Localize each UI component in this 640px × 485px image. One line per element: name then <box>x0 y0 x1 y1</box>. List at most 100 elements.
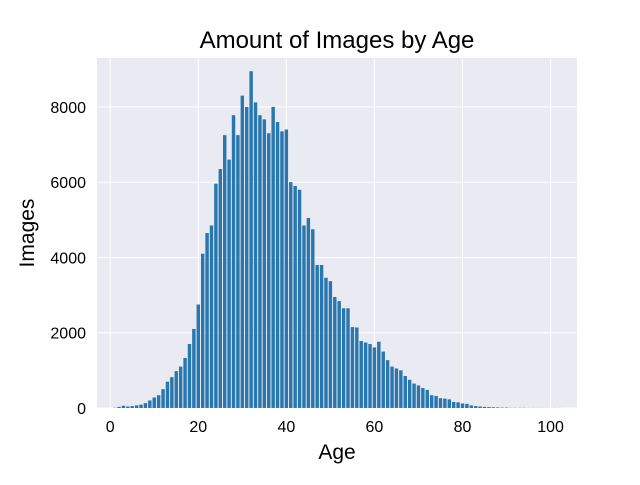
histogram-bar <box>175 371 178 408</box>
histogram-bar <box>223 135 226 408</box>
y-tick-label: 2000 <box>50 326 86 343</box>
histogram-bar <box>333 297 336 408</box>
histogram-bar <box>210 225 213 408</box>
x-tick-label: 100 <box>537 419 564 436</box>
histogram-bar <box>461 403 464 408</box>
histogram-bar <box>201 254 204 408</box>
histogram-bar <box>139 405 142 408</box>
histogram-bar <box>487 407 490 408</box>
histogram-bar <box>117 407 120 408</box>
y-tick-label: 6000 <box>50 175 86 192</box>
histogram-bar <box>478 406 481 408</box>
histogram-bar <box>263 119 266 408</box>
histogram-bar <box>404 376 407 408</box>
histogram-bar <box>315 265 318 408</box>
histogram-bar <box>131 406 134 408</box>
histogram-bar <box>456 402 459 408</box>
histogram-bar <box>386 360 389 408</box>
y-tick-label: 4000 <box>50 250 86 267</box>
histogram-bar <box>241 96 244 408</box>
x-tick-label: 80 <box>454 419 472 436</box>
histogram-bar <box>351 327 354 408</box>
histogram-bar <box>417 385 420 408</box>
histogram-bar <box>430 395 433 408</box>
histogram-bar <box>302 225 305 408</box>
histogram-bar <box>271 107 274 408</box>
histogram-bar <box>236 135 239 408</box>
histogram-bar <box>179 367 182 408</box>
histogram-bar <box>355 327 358 408</box>
histogram-bar <box>474 406 477 408</box>
histogram-bar <box>382 352 385 408</box>
histogram-bar <box>426 390 429 408</box>
histogram-bar <box>267 133 270 408</box>
x-tick-label: 60 <box>366 419 384 436</box>
histogram-bar <box>144 403 147 408</box>
histogram-bar <box>329 281 332 408</box>
histogram-bar <box>280 131 283 408</box>
histogram-bar <box>360 341 363 408</box>
histogram-bar <box>377 342 380 408</box>
histogram-bar <box>368 344 371 408</box>
histogram-bar <box>298 190 301 408</box>
histogram-bar <box>254 102 257 408</box>
histogram-bar <box>227 160 230 408</box>
histogram-bar <box>342 308 345 408</box>
histogram-bar <box>434 396 437 408</box>
histogram-bar <box>483 407 486 408</box>
histogram-bar <box>166 382 169 408</box>
histogram-bar <box>470 405 473 408</box>
histogram-bar <box>439 398 442 408</box>
histogram-bar <box>122 406 125 408</box>
histogram-bar <box>219 169 222 408</box>
histogram-bar <box>492 407 495 408</box>
x-tick-label: 20 <box>189 419 207 436</box>
histogram-bar <box>249 71 252 408</box>
histogram-bar <box>197 305 200 408</box>
histogram-bar <box>232 115 235 408</box>
histogram-bar <box>205 233 208 408</box>
y-axis-label: Images <box>16 199 39 268</box>
histogram-bar <box>148 400 151 408</box>
y-tick-label: 8000 <box>50 100 86 117</box>
histogram-bar <box>452 402 455 408</box>
histogram-bar <box>337 301 340 408</box>
histogram-bar <box>161 389 164 408</box>
x-axis-label: Age <box>318 441 355 464</box>
x-tick-label: 0 <box>106 419 115 436</box>
histogram-bar <box>289 182 292 408</box>
histogram-bar <box>320 265 323 408</box>
plot-background <box>97 58 577 408</box>
histogram-bar <box>373 347 376 408</box>
histogram-bar <box>192 329 195 408</box>
histogram-bar <box>307 218 310 408</box>
histogram-bar <box>285 130 288 408</box>
y-tick-label: 0 <box>77 401 86 418</box>
histogram-bar <box>183 358 186 408</box>
histogram-bar <box>496 407 499 408</box>
histogram-bar <box>153 397 156 408</box>
histogram-bar <box>421 388 424 408</box>
histogram-bar <box>276 122 279 408</box>
histogram-bar <box>245 107 248 408</box>
histogram-bar <box>395 368 398 408</box>
histogram-bar <box>311 229 314 408</box>
histogram-bar <box>324 278 327 408</box>
chart-title: Amount of Images by Age <box>200 27 475 54</box>
histogram-bar <box>399 370 402 408</box>
histogram-bar <box>443 399 446 408</box>
histogram-bar <box>408 380 411 408</box>
histogram-bar <box>390 367 393 408</box>
histogram-bar <box>346 308 349 408</box>
histogram-bar <box>465 404 468 408</box>
histogram-bar <box>188 344 191 408</box>
histogram-bar <box>214 184 217 408</box>
histogram-bar <box>412 384 415 408</box>
histogram-bar <box>126 406 129 408</box>
histogram-bar <box>157 395 160 408</box>
histogram-bar <box>170 377 173 408</box>
x-tick-label: 40 <box>277 419 295 436</box>
histogram-bar <box>448 399 451 408</box>
